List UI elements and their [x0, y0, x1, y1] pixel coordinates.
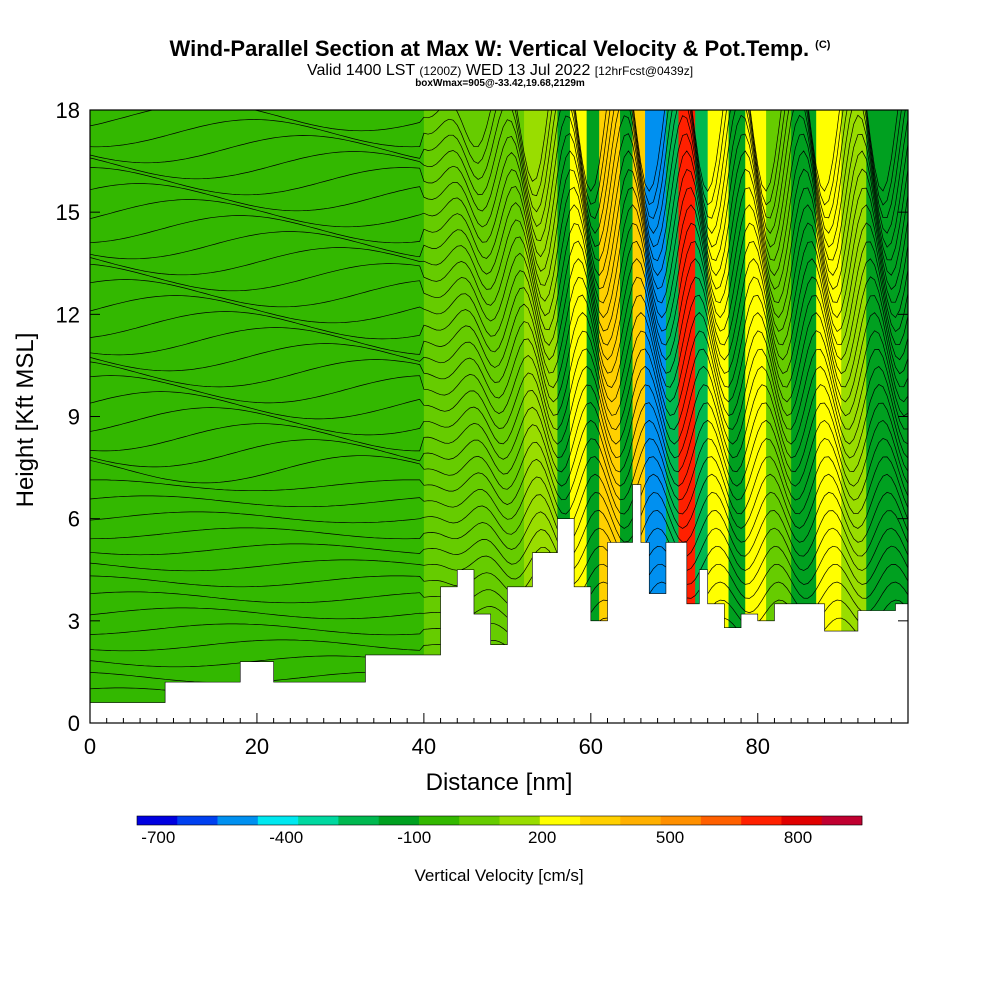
terrain-mask	[90, 484, 908, 723]
y-tick-label-15: 15	[56, 200, 80, 225]
colorbar: -700 -400 -100 200 500 800	[136, 815, 863, 847]
colorbar-swatch-16	[781, 816, 823, 825]
y-tick-label-9: 9	[68, 405, 80, 430]
colorbar-swatch-0	[137, 816, 178, 825]
colorbar-tick-0: -700	[141, 828, 175, 847]
velocity-band-5	[586, 110, 600, 723]
isentrope-27	[90, 222, 908, 333]
colorbar-swatch-4	[298, 816, 339, 825]
velocity-band-14	[728, 110, 746, 723]
isentrope-34	[90, 110, 908, 234]
isentrope-6	[90, 599, 908, 628]
isentrope-33	[90, 114, 908, 248]
colorbar-tick-4: 500	[656, 828, 684, 847]
forecast-info: [12hrFcst@0439z]	[594, 64, 694, 78]
isentrope-13	[90, 473, 908, 529]
isentrope-25	[90, 258, 908, 361]
x-tick-label-0: 0	[84, 734, 96, 759]
colorbar-tick-3: 200	[528, 828, 556, 847]
colorbar-swatch-11	[580, 816, 621, 825]
axes: 0 20 40 60 80 0 3 6 9 12 15 18	[56, 98, 909, 759]
isentrope-15	[90, 437, 908, 501]
colorbar-tick-1: -400	[269, 828, 303, 847]
valid-time: Valid 1400 LST	[306, 62, 415, 79]
isentrope-22	[90, 311, 908, 403]
colorbar-swatch-7	[418, 816, 460, 825]
isentrope-8	[90, 563, 908, 599]
isentrope-23	[90, 294, 908, 389]
colorbar-swatch-15	[741, 816, 782, 825]
isentrope-24	[90, 276, 908, 375]
isentrope-31	[90, 150, 908, 277]
y-tick-label-18: 18	[56, 98, 80, 123]
chart-subtitle: Valid 1400 LST (1200Z) WED 13 Jul 2022 […	[0, 62, 1000, 80]
isentrope-35	[90, 110, 906, 220]
valid-date: WED 13 Jul 2022	[465, 62, 591, 79]
colorbar-swatch-1	[177, 816, 218, 825]
chart-title: Wind-Parallel Section at Max W: Vertical…	[0, 36, 1000, 62]
isentrope-10	[90, 527, 908, 571]
colorbar-swatch-6	[378, 816, 420, 825]
colorbar-label: Vertical Velocity [cm/s]	[414, 866, 583, 885]
x-tick-label-40: 40	[412, 734, 436, 759]
colorbar-swatch-8	[459, 816, 500, 825]
valid-time-utc: (1200Z)	[419, 64, 462, 78]
y-tick-label-6: 6	[68, 507, 80, 532]
velocity-band-0	[90, 110, 425, 723]
y-tick-label-12: 12	[56, 302, 80, 327]
isentrope-32	[90, 132, 908, 262]
isentrope-37	[90, 110, 899, 192]
colorbar-swatch-13	[660, 816, 702, 825]
chart-title-text: Wind-Parallel Section at Max W: Vertical…	[169, 36, 810, 61]
y-axis-label: Height [Kft MSL]	[12, 333, 39, 508]
x-axis-label: Distance [nm]	[426, 769, 573, 796]
isentrope-9	[90, 545, 908, 585]
isentrope-36	[90, 110, 902, 206]
x-tick-label-60: 60	[579, 734, 603, 759]
colorbar-swatch-9	[499, 816, 541, 825]
velocity-band-9	[645, 110, 667, 723]
isentrope-11	[90, 509, 908, 557]
isentrope-21	[90, 330, 908, 417]
colorbar-swatch-17	[821, 816, 863, 825]
isentrope-19	[90, 365, 908, 445]
colorbar-swatch-3	[257, 816, 299, 825]
y-tick-label-3: 3	[68, 609, 80, 634]
isentrope-17	[90, 402, 908, 473]
isentrope-12	[90, 491, 908, 543]
isentrope-30	[90, 168, 908, 290]
colorbar-tick-5: 800	[784, 828, 812, 847]
colorbar-swatch-10	[539, 816, 581, 825]
isentrope-18	[90, 384, 908, 459]
isentrope-14	[90, 456, 908, 515]
y-tick-label-0: 0	[68, 711, 80, 736]
x-tick-label-20: 20	[245, 734, 269, 759]
colorbar-swatch-2	[217, 816, 259, 825]
colorbar-frame	[136, 815, 863, 826]
isentrope-28	[90, 204, 908, 319]
isentrope-7	[90, 581, 908, 614]
isentrope-20	[90, 348, 908, 431]
isentrope-26	[90, 240, 908, 346]
colorbar-swatch-5	[338, 816, 379, 825]
colorbar-swatch-12	[620, 816, 661, 825]
x-tick-label-80: 80	[746, 734, 770, 759]
colorbar-tick-2: -100	[397, 828, 431, 847]
copyright-mark: (C)	[815, 38, 831, 51]
colorbar-swatch-14	[700, 816, 742, 825]
box-max-info: boxWmax=905@-33.42,19.68,2129m	[415, 78, 585, 89]
isentrope-16	[90, 419, 908, 487]
isentrope-29	[90, 186, 908, 304]
